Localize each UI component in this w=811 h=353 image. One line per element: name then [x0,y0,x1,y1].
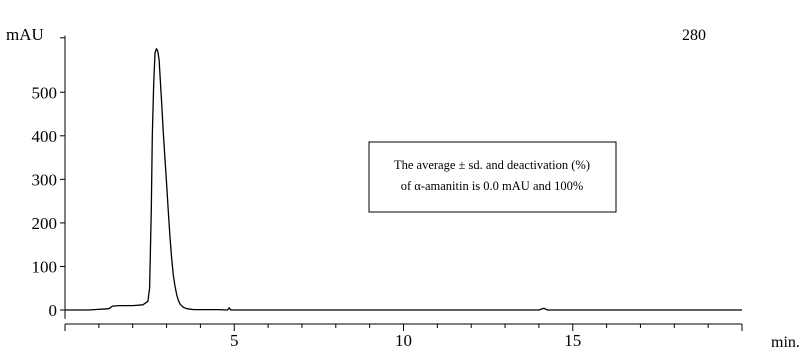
y-tick-label: 0 [49,301,58,320]
annotation-line-1: The average ± sd. and deactivation (%) [394,158,590,172]
annotation-box-border [368,141,617,213]
y-tick-label: 200 [32,214,58,233]
annotation-box: The average ± sd. and deactivation (%) o… [368,141,617,213]
y-tick-label: 100 [32,257,58,276]
wavelength-label: 280 [682,27,706,44]
y-axis-unit-label: mAU [6,25,44,44]
x-ticks: 5 10 15 [64,324,743,350]
x-axis-unit-label: min. [771,334,800,351]
chromatogram-trace [65,48,742,311]
plot-area [65,48,742,311]
annotation-line-2: of α-amanitin is 0.0 mAU and 100% [401,179,584,193]
y-tick-label: 500 [32,83,58,102]
x-tick-label: 10 [395,331,412,350]
y-ticks: 0 100 200 300 400 500 [32,37,65,320]
y-tick-label: 300 [32,170,58,189]
x-tick-label: 5 [230,331,239,350]
y-tick-label: 400 [32,127,58,146]
x-tick-label: 15 [564,331,581,350]
